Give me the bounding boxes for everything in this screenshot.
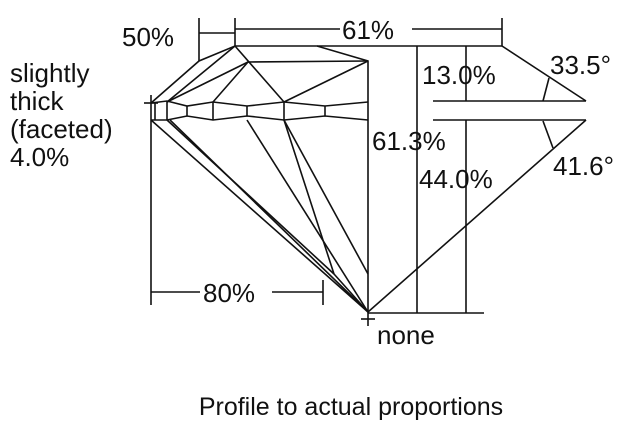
crown-angle-label: 33.5° — [550, 50, 611, 80]
total-depth-label: 61.3% — [372, 126, 446, 156]
pavilion-angle-arc — [542, 120, 554, 149]
crown-facet-line — [283, 60, 369, 103]
left-profile — [144, 45, 375, 326]
right-profile — [367, 45, 587, 314]
pavilion-line — [283, 119, 335, 275]
labels: 50% 61% slightly thick (faceted) 4.0% 13… — [10, 15, 614, 421]
crown-height-label: 13.0% — [422, 60, 496, 90]
pavilion-line — [246, 119, 369, 313]
pavilion-slope — [367, 119, 587, 313]
crown-label: 50% — [122, 22, 174, 52]
girdle-label-3: (faceted) — [10, 114, 113, 144]
girdle-label-2: thick — [10, 86, 64, 116]
culet-label: none — [377, 320, 435, 350]
lower-half-label: 80% — [203, 278, 255, 308]
crown-facet-line — [166, 61, 249, 103]
pavilion-line — [150, 119, 369, 313]
table-label: 61% — [342, 15, 394, 45]
dimension-lines — [151, 18, 503, 305]
pavilion-angle-label: 41.6° — [553, 151, 614, 181]
star-facet-line — [247, 60, 369, 63]
crown-facet-line — [166, 45, 236, 103]
girdle-bottom — [151, 115, 369, 121]
pavilion-line — [169, 119, 369, 313]
crown-slope — [501, 45, 587, 102]
pavilion-line — [283, 119, 369, 275]
crown-facet-line — [212, 61, 249, 103]
girdle-top — [150, 100, 369, 107]
pavilion-line — [333, 273, 369, 313]
crown-angle-arc — [542, 77, 550, 102]
star-facet-line — [234, 45, 285, 103]
caption: Profile to actual proportions — [199, 393, 503, 421]
crown-outline — [150, 45, 369, 312]
girdle-label-1: slightly — [10, 58, 89, 88]
pavilion-depth-label: 44.0% — [419, 164, 493, 194]
girdle-label-4: 4.0% — [10, 142, 69, 172]
